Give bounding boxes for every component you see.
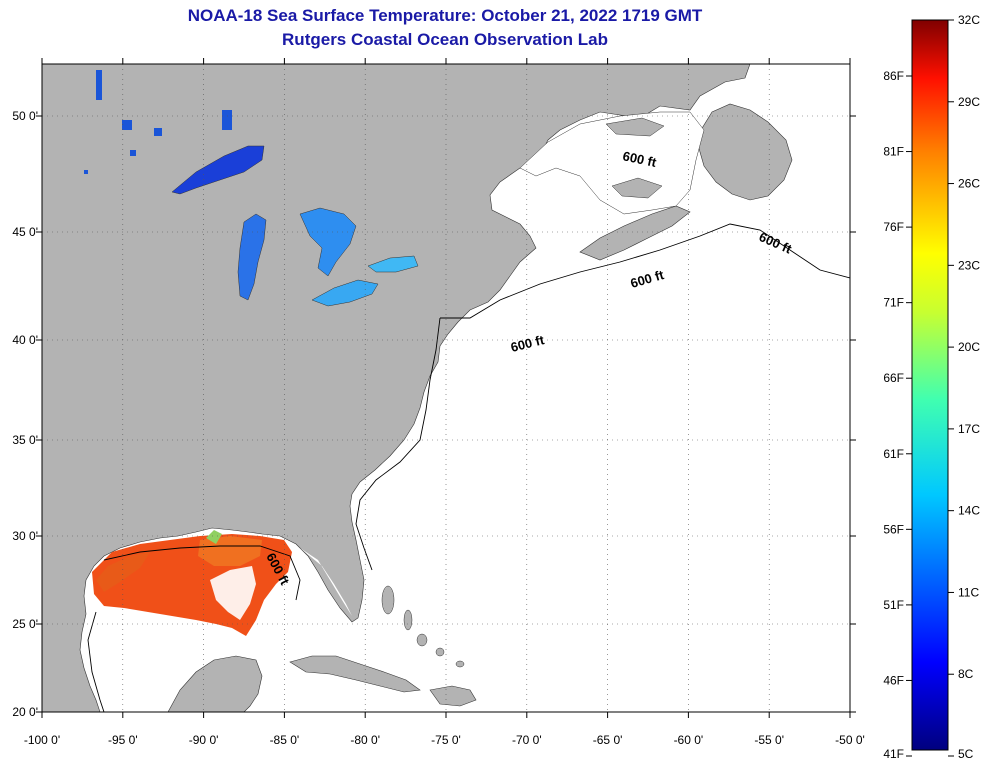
colorbar-labels: 32C 29C 26C 23C 20C 17C 14C 11C 8C 5C 86F 81F 76F 71F… <box>883 13 980 761</box>
colorbar-label-f: 41F <box>883 747 904 761</box>
colorbar-label-c: 5C <box>958 747 974 761</box>
colorbar-label-f: 86F <box>883 69 904 83</box>
lat-label: 20 0' <box>12 705 38 719</box>
isobath-600ft <box>87 223 850 712</box>
colorbar-label-c: 20C <box>958 340 980 354</box>
landmass-nova-scotia <box>579 205 691 261</box>
colorbar-label-f: 61F <box>883 447 904 461</box>
lat-label: 40 0' <box>12 333 38 347</box>
colorbar-label-c: 26C <box>958 177 980 191</box>
lon-label: -90 0' <box>189 733 219 747</box>
colorbar-label-f: 56F <box>883 522 904 536</box>
lon-label: -60 0' <box>674 733 704 747</box>
lat-label: 45 0' <box>12 225 38 239</box>
colorbar-label-f: 46F <box>883 673 904 687</box>
colorbar-label-c: 29C <box>958 95 980 109</box>
lon-label: -70 0' <box>512 733 542 747</box>
lon-label: -85 0' <box>270 733 300 747</box>
colorbar-label-f: 76F <box>883 220 904 234</box>
colorbar-label-f: 71F <box>883 296 904 310</box>
colorbar-label-f: 66F <box>883 371 904 385</box>
bahamas-islands <box>381 585 465 668</box>
lat-label: 30 0' <box>12 529 38 543</box>
isobath-label-1: 600 ft <box>621 148 658 170</box>
colorbar-label-c: 8C <box>958 667 974 681</box>
lat-label: 35 0' <box>12 433 38 447</box>
latitude-axis: 20 0' 25 0' 30 0' 35 0' 40 0' 45 0' 50 0' <box>12 109 856 719</box>
lon-label: -80 0' <box>350 733 380 747</box>
map-title: NOAA-18 Sea Surface Temperature: October… <box>187 6 703 25</box>
colorbar-label-c: 17C <box>958 422 980 436</box>
colorbar-label-f: 81F <box>883 145 904 159</box>
lon-label: -75 0' <box>431 733 461 747</box>
lon-label: -55 0' <box>754 733 784 747</box>
landmass-cuba <box>289 655 421 693</box>
colorbar-label-c: 14C <box>958 504 980 518</box>
lon-label: -95 0' <box>108 733 138 747</box>
lon-label: -50 0' <box>835 733 865 747</box>
lon-label: -100 0' <box>24 733 60 747</box>
lon-label: -65 0' <box>593 733 623 747</box>
colorbar-label-c: 32C <box>958 13 980 27</box>
colorbar-label-f: 51F <box>883 598 904 612</box>
graticule <box>42 64 850 712</box>
map-subtitle: Rutgers Coastal Ocean Observation Lab <box>282 30 608 49</box>
lat-label: 25 0' <box>12 617 38 631</box>
colorbar-label-c: 11C <box>958 585 979 599</box>
colorbar <box>911 19 949 751</box>
colorbar-label-c: 23C <box>958 258 980 272</box>
lat-label: 50 0' <box>12 109 38 123</box>
longitude-axis: -100 0' -95 0' -90 0' -85 0' -80 0' -75 0' -70… <box>24 58 865 747</box>
great-lakes-sst <box>84 70 419 307</box>
landmass-newfoundland <box>695 103 793 201</box>
landmass-yucatan <box>167 655 263 712</box>
